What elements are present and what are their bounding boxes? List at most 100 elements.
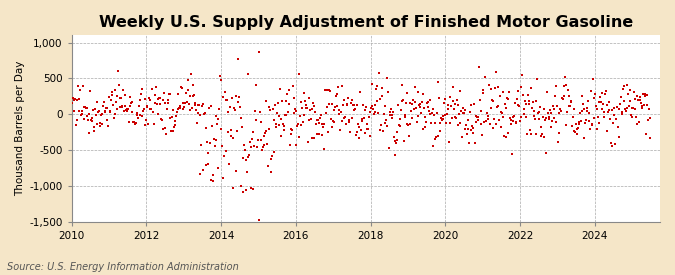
Point [197, 102, 208, 106]
Point [531, 99, 541, 104]
Point [622, 92, 633, 97]
Point [308, 103, 319, 108]
Point [481, 119, 491, 123]
Point [630, 115, 641, 119]
Point [618, 87, 628, 91]
Point [149, 101, 160, 105]
Point [429, 136, 440, 141]
Point [572, 126, 583, 130]
Point [418, 127, 429, 132]
Point [381, 123, 392, 128]
Point [209, 144, 220, 148]
Point [342, 102, 353, 106]
Point [84, 131, 95, 136]
Point [430, 121, 441, 125]
Y-axis label: Thousand Barrels per Day: Thousand Barrels per Day [15, 61, 25, 196]
Point [394, 123, 404, 127]
Point [612, 105, 623, 109]
Point [99, 110, 110, 114]
Point [469, 141, 480, 146]
Point [137, 87, 148, 91]
Point [601, 103, 612, 107]
Point [76, 112, 86, 117]
Point [527, 99, 538, 104]
Point [173, 92, 184, 96]
Point [414, 103, 425, 107]
Point [186, 106, 197, 110]
Point [537, 132, 547, 136]
Point [556, 109, 567, 113]
Point [162, 98, 173, 102]
Point [282, 110, 293, 114]
Text: Source: U.S. Energy Information Administration: Source: U.S. Energy Information Administ… [7, 262, 238, 272]
Point [419, 115, 430, 120]
Point [453, 123, 464, 127]
Point [428, 144, 439, 148]
Point [520, 101, 531, 106]
Point [256, 138, 267, 142]
Point [617, 112, 628, 116]
Point [423, 99, 433, 104]
Point [146, 107, 157, 111]
Point [600, 91, 611, 96]
Point [560, 83, 571, 87]
Point [643, 118, 653, 122]
Point [167, 115, 178, 119]
Point [261, 128, 271, 133]
Point [128, 120, 138, 124]
Point [261, 99, 272, 103]
Point [512, 97, 522, 101]
Point [330, 104, 341, 109]
Point [619, 99, 630, 104]
Point [565, 104, 576, 109]
Point [121, 108, 132, 112]
Point [145, 98, 156, 102]
Point [331, 94, 342, 98]
Point [625, 88, 636, 92]
Point [254, 110, 265, 114]
Point [480, 119, 491, 123]
Point [614, 135, 625, 140]
Point [269, 118, 279, 122]
Point [378, 129, 389, 133]
Point [329, 108, 340, 112]
Point [491, 105, 502, 110]
Point [427, 111, 437, 115]
Point [621, 106, 632, 110]
Point [411, 120, 422, 125]
Point [570, 130, 580, 134]
Point [134, 112, 145, 117]
Point [90, 107, 101, 112]
Point [258, 143, 269, 147]
Point [556, 109, 566, 114]
Point [110, 111, 121, 116]
Point [336, 84, 347, 88]
Point [168, 108, 179, 112]
Point [323, 101, 334, 106]
Point [408, 107, 419, 112]
Point [126, 101, 136, 105]
Point [291, 142, 302, 147]
Point [217, 175, 228, 180]
Point [220, 149, 231, 153]
Point [589, 96, 599, 100]
Point [400, 114, 410, 119]
Point [610, 117, 621, 121]
Point [529, 114, 539, 118]
Point [586, 122, 597, 126]
Point [287, 128, 298, 132]
Point [195, 172, 206, 176]
Point [541, 150, 552, 155]
Point [211, 114, 221, 118]
Point [192, 121, 202, 126]
Point [551, 103, 562, 108]
Point [632, 98, 643, 102]
Point [180, 100, 190, 105]
Point [462, 131, 472, 136]
Point [290, 107, 300, 111]
Point [210, 138, 221, 142]
Point [478, 90, 489, 95]
Point [240, 158, 251, 162]
Point [427, 106, 438, 111]
Point [440, 113, 451, 117]
